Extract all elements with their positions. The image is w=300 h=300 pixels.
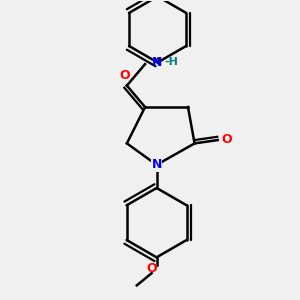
Text: N: N xyxy=(152,158,162,171)
Text: -H: -H xyxy=(165,58,179,68)
Text: O: O xyxy=(146,262,157,275)
Text: O: O xyxy=(222,133,232,146)
Text: O: O xyxy=(119,69,130,82)
Text: N: N xyxy=(152,56,163,69)
